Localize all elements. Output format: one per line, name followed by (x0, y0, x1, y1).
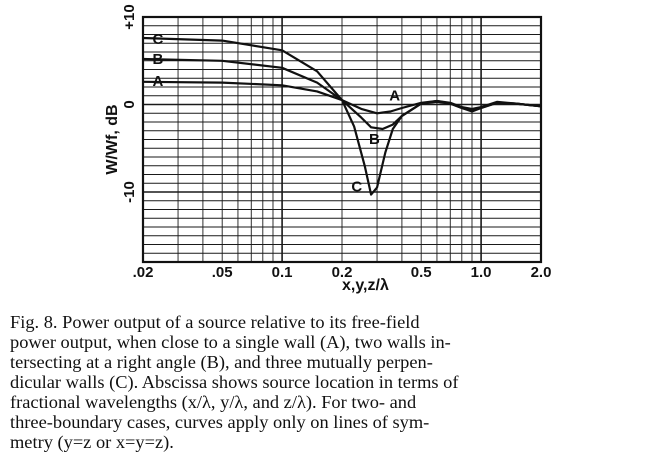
x-tick-label: 2.0 (531, 264, 552, 281)
figure-caption: Fig. 8. Power output of a source relativ… (10, 312, 634, 452)
x-tick-label: 1.0 (471, 264, 492, 281)
series-label-A: A (389, 87, 400, 104)
caption-line: Fig. 8. Power output of a source relativ… (10, 312, 420, 332)
grid (141, 15, 543, 264)
y-tick-label: -10 (121, 181, 138, 203)
y-axis-title: W/Wf, dB (104, 104, 121, 174)
series-label-B: B (153, 51, 164, 68)
caption-line: metry (y=z or x=y=z). (10, 432, 174, 452)
series-label-A: A (153, 73, 164, 90)
y-tick-label: 0 (121, 100, 138, 108)
x-tick-label: .05 (212, 264, 233, 281)
x-tick-label: 0.1 (272, 264, 293, 281)
series-line-C (142, 36, 542, 196)
series-label-B: B (369, 131, 380, 148)
x-axis-title: x,y,z/λ (342, 277, 389, 294)
x-tick-label: 0.5 (411, 264, 432, 281)
caption-line: tersecting at a right angle (B), and thr… (10, 352, 433, 372)
curves (142, 36, 542, 196)
caption-line: fractional wavelengths (x/λ, y/λ, and z/… (10, 392, 417, 412)
x-tick-label: .02 (133, 264, 154, 281)
y-tick-label: +10 (121, 4, 138, 29)
chart: A A B B C C .02.05 0.1 0.2 0.5 1.0 2.0 x,y,z/λ +10 0 -1… (104, 4, 551, 294)
series-label-C: C (153, 31, 164, 48)
plot-frame (141, 15, 543, 264)
caption-line: dicular walls (C). Abscissa shows source… (10, 372, 459, 392)
caption-line: three-boundary cases, curves apply only … (10, 412, 430, 432)
series-label-C: C (351, 179, 362, 196)
x-tick-label: 0.2 (332, 264, 353, 281)
caption-line: power output, when close to a single wal… (10, 332, 451, 352)
